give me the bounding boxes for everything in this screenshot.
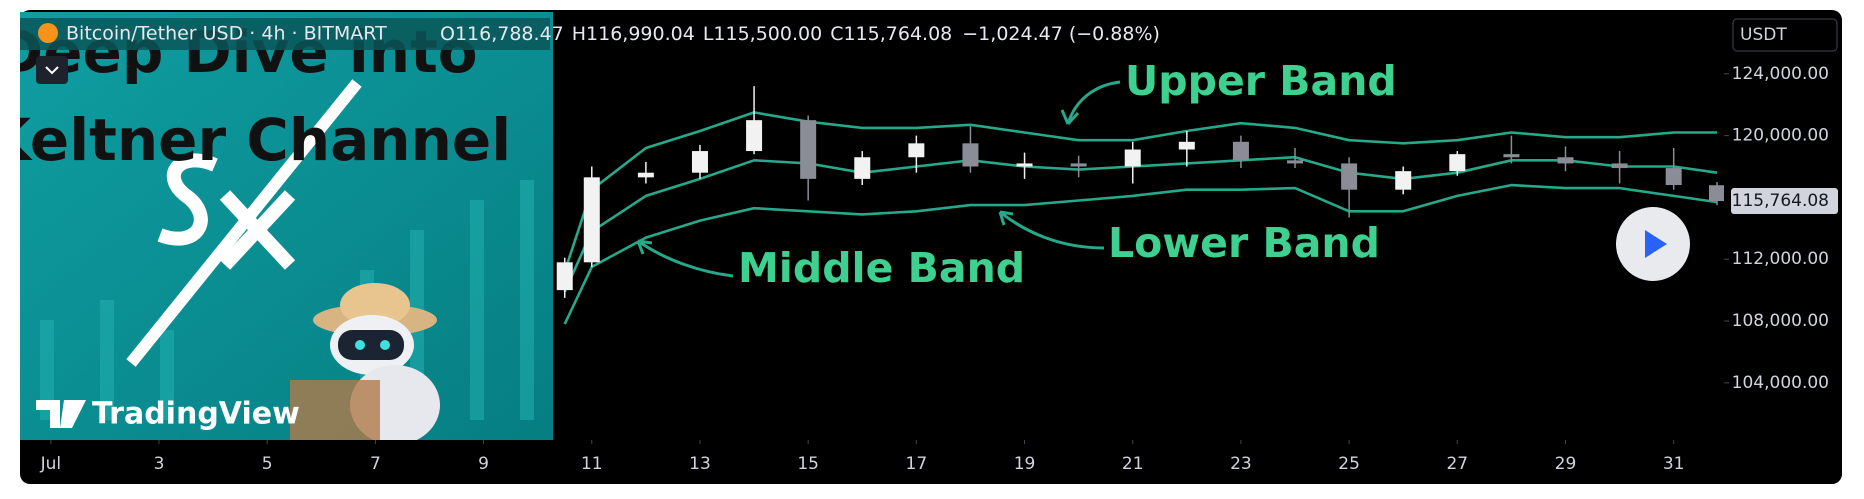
arrow [998, 210, 1105, 250]
x-tick-label: Jul [40, 454, 62, 474]
x-tick-label: 29 [1555, 454, 1577, 474]
candle-body [691, 151, 708, 173]
y-tick-label: 104,000.00 [1732, 373, 1829, 393]
x-tick-label: 11 [581, 454, 603, 474]
close-value: C115,764.08 [830, 23, 952, 45]
candle-body [1395, 171, 1412, 190]
candle-body [1178, 141, 1195, 150]
candle-body [1557, 157, 1574, 164]
candle-body [1016, 163, 1033, 167]
low-value: L115,500.00 [703, 23, 822, 45]
candle-body [1232, 141, 1249, 161]
coin-icon [38, 23, 58, 43]
candle-body [854, 157, 871, 179]
candle-body [746, 120, 763, 152]
open-value: O116,788.47 [440, 23, 564, 45]
x-tick-label: 23 [1230, 454, 1252, 474]
x-tick-label: 7 [370, 454, 381, 474]
x-tick-label: 3 [154, 454, 165, 474]
annotation: Upper Band [1125, 57, 1397, 105]
thumbnail: Deep Dive into Keltner Channel TradingVi… [0, 12, 553, 440]
plot-area [556, 86, 1724, 325]
candle-body [1070, 163, 1087, 167]
candle-body [1503, 154, 1520, 158]
candle-body [556, 262, 573, 291]
x-tick-label: 17 [906, 454, 928, 474]
brand-logo [36, 400, 86, 428]
high-value: H116,990.04 [572, 23, 695, 45]
band-line [563, 111, 1717, 273]
x-tick-label: 27 [1446, 454, 1468, 474]
x-tick-label: 19 [1014, 454, 1036, 474]
robot [290, 283, 440, 440]
price-label-bg [1731, 188, 1838, 215]
candle-body [908, 143, 925, 158]
candle-body [583, 177, 600, 263]
candle-body [1341, 163, 1358, 190]
x-tick-label: 9 [478, 454, 489, 474]
chevron [45, 66, 59, 75]
symbol-title: Bitcoin/Tether USD · 4h · BITMART [66, 23, 387, 45]
candle-body [800, 120, 817, 179]
currency: USDT [1740, 25, 1787, 45]
price-label: 115,764.08 [1732, 191, 1829, 211]
x-tick-label: 15 [797, 454, 819, 474]
candle-body [1611, 163, 1628, 169]
candle-body [1124, 149, 1141, 167]
currency-button[interactable] [1732, 18, 1838, 52]
annotation: Lower Band [1108, 219, 1380, 267]
arrow [1060, 80, 1121, 126]
logo-s [157, 153, 218, 246]
ohlc: O116,788.47 H116,990.04 L115,500.00 C115,76… [440, 23, 1160, 45]
band-line [563, 183, 1718, 325]
play-icon [1645, 230, 1667, 258]
candle-body [1665, 168, 1682, 186]
x-tick-label: 5 [262, 454, 273, 474]
change: −1,024.47 (−0.88%) [962, 23, 1160, 45]
candle-body [1287, 160, 1304, 164]
brand-name: TradingView [92, 397, 300, 432]
arrow [636, 239, 734, 278]
x-tick-label: 21 [1122, 454, 1144, 474]
axes: 104,000.00 108,000.00 112,000.00 120,000.00… [40, 64, 1838, 474]
logo-x [219, 190, 296, 270]
y-tick-label: 108,000.00 [1732, 311, 1829, 331]
y-tick-label: 124,000.00 [1732, 64, 1829, 84]
y-tick-label: 120,000.00 [1732, 126, 1829, 146]
annotation: Middle Band [738, 244, 1025, 292]
x-tick-label: 31 [1663, 454, 1685, 474]
candle-body [1708, 185, 1724, 202]
y-tick-label: 112,000.00 [1732, 249, 1829, 269]
candle-body [1449, 154, 1466, 172]
annotations: Upper Band Middle Band Lower Band [636, 57, 1397, 292]
thumbnail-title: Keltner Channel [0, 106, 511, 174]
x-tick-label: 13 [689, 454, 711, 474]
collapse-button[interactable] [36, 56, 68, 84]
x-tick-label: 25 [1338, 454, 1360, 474]
header-strip [20, 18, 550, 50]
candle-body [962, 143, 979, 167]
candle-body [637, 172, 654, 178]
